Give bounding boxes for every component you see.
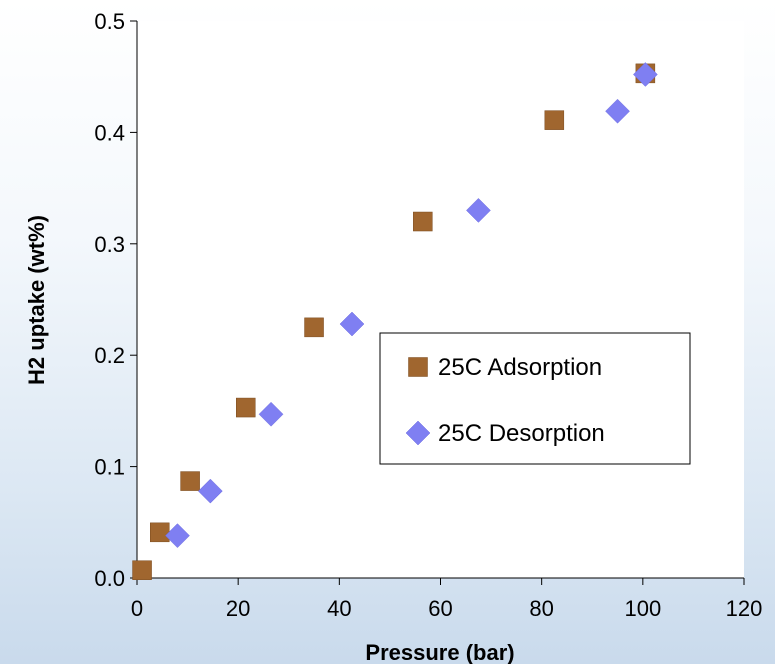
adsorption-point bbox=[544, 110, 565, 130]
legend: 25C Adsorption 25C Desorption bbox=[379, 332, 691, 465]
series-desorption bbox=[165, 62, 658, 549]
adsorption-point bbox=[413, 211, 433, 232]
y-tick-label: 0.1 bbox=[94, 455, 125, 480]
x-tick-label: 20 bbox=[226, 596, 250, 621]
adsorption-point bbox=[236, 397, 256, 418]
y-tick-label: 0.4 bbox=[94, 120, 125, 145]
legend-label: 25C Desorption bbox=[438, 420, 605, 447]
desorption-point bbox=[339, 311, 365, 337]
x-tick-label: 60 bbox=[428, 596, 452, 621]
desorption-point bbox=[466, 198, 491, 223]
y-tick-label: 0.0 bbox=[94, 566, 125, 591]
x-tick-label: 40 bbox=[327, 596, 351, 621]
legend-marker bbox=[405, 420, 431, 446]
x-tick-label: 120 bbox=[726, 596, 763, 621]
adsorption-point bbox=[304, 317, 324, 338]
x-tick-label: 0 bbox=[131, 596, 143, 621]
y-tick-label: 0.2 bbox=[94, 343, 125, 368]
legend-label: 25C Adsorption bbox=[438, 354, 602, 381]
desorption-point bbox=[258, 401, 284, 427]
legend-items: 25C Adsorption 25C Desorption bbox=[405, 354, 605, 447]
x-tick-label: 80 bbox=[529, 596, 553, 621]
adsorption-point bbox=[132, 560, 152, 580]
series-layer bbox=[132, 62, 658, 580]
adsorption-point bbox=[180, 471, 200, 491]
x-axis: 0 20 40 60 80 100 120 bbox=[131, 577, 763, 621]
x-axis-title: Pressure (bar) bbox=[365, 640, 514, 664]
plot-area bbox=[137, 21, 744, 578]
y-tick-label: 0.5 bbox=[94, 9, 125, 34]
y-axis: 0.0 0.1 0.2 0.3 0.4 0.5 bbox=[94, 9, 138, 591]
y-tick-label: 0.3 bbox=[94, 232, 125, 257]
y-axis-title: H2 uptake (wt%) bbox=[24, 215, 49, 385]
desorption-point bbox=[197, 478, 223, 504]
legend-marker bbox=[408, 357, 428, 377]
desorption-point bbox=[605, 98, 630, 124]
x-tick-label: 100 bbox=[624, 596, 661, 621]
legend-box bbox=[379, 332, 691, 465]
desorption-point bbox=[633, 62, 658, 87]
desorption-point bbox=[165, 523, 190, 549]
adsorption-point bbox=[150, 522, 170, 543]
